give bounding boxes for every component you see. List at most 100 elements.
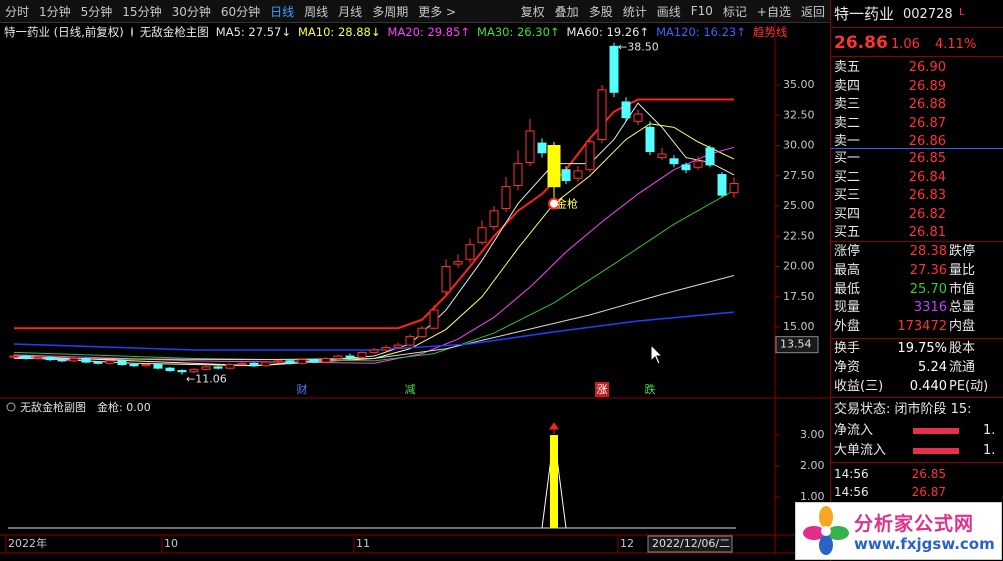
ask-price: 26.89 <box>908 78 946 94</box>
candle-body <box>321 357 331 363</box>
stat-value: 25.70 <box>909 281 947 297</box>
candle-body <box>333 355 343 359</box>
ask-price: 26.87 <box>908 115 946 131</box>
bid-label: 买二 <box>834 169 861 185</box>
logo <box>803 506 849 555</box>
toolbar-button[interactable]: 叠加 <box>554 4 579 19</box>
candle-body <box>249 362 259 367</box>
candle-body <box>189 368 199 373</box>
toolbar-button[interactable]: 分时 <box>5 4 30 19</box>
x-tick-label: 12 <box>620 537 634 550</box>
toolbar-button[interactable]: 统计 <box>622 4 647 19</box>
indicator-icon[interactable] <box>130 27 133 37</box>
ask-label: 卖二 <box>834 115 861 131</box>
trade-time: 14:56 <box>834 467 869 481</box>
ma-legend: MA30: 26.30↑ <box>477 25 560 39</box>
y-tick-label: 30.00 <box>783 139 815 152</box>
flow-bar <box>913 428 959 434</box>
bid-label: 买四 <box>834 206 861 222</box>
toolbar-button[interactable]: 更多 > <box>418 4 457 19</box>
signal-arrow <box>549 422 559 435</box>
stat-label: 最低 <box>834 281 861 297</box>
stat-value: 0.440 <box>909 378 947 394</box>
candle-body <box>141 364 151 367</box>
candle-body <box>441 266 451 293</box>
candle-body <box>21 355 31 359</box>
ma-line <box>13 274 735 361</box>
candle-body <box>33 356 43 359</box>
toolbar-button[interactable]: 多股 <box>588 4 613 19</box>
toolbar-button[interactable]: 复权 <box>520 4 545 19</box>
candle-body <box>153 364 163 369</box>
stat-value: 173472 <box>897 319 947 335</box>
candle-body <box>177 370 187 373</box>
candle-body <box>477 227 487 243</box>
toolbar-button[interactable]: +自选 <box>756 4 791 19</box>
watermark-url: www.fxjgsw.com <box>854 535 995 553</box>
separator <box>831 56 1003 57</box>
trade-price: 26.87 <box>911 484 946 499</box>
candle-body <box>561 169 571 182</box>
toolbar-button[interactable]: 周线 <box>304 4 329 19</box>
sub-title: 无敌金枪副图 <box>20 400 86 414</box>
flow-value: 1. <box>983 423 996 438</box>
stat-label: 总量 <box>949 300 976 316</box>
event-bg <box>403 382 417 397</box>
separator <box>831 27 1003 28</box>
toolbar-button[interactable]: 1分钟 <box>39 4 71 19</box>
toolbar-button[interactable]: 多周期 <box>372 4 409 19</box>
cursor-price-box <box>775 336 819 354</box>
candle-body <box>117 360 127 366</box>
stat-label: 换手 <box>834 341 861 356</box>
bid-label: 买三 <box>834 188 861 203</box>
indicator-name: 无敌金枪主图 <box>139 25 209 39</box>
price-pct: 4.11% <box>935 37 977 52</box>
chart: 无敌金枪副图 金枪: 0.00 15.00 17.50 20.00 22.50 25.0… <box>0 22 830 554</box>
ask-label: 卖四 <box>834 78 861 94</box>
stat-label: 市值 <box>949 281 976 297</box>
event-label: 跌 <box>645 382 656 396</box>
candle-body <box>381 347 391 351</box>
toolbar-button[interactable]: 30分钟 <box>171 4 211 19</box>
ask-price: 26.90 <box>908 60 946 75</box>
sub-indicator-icon[interactable] <box>6 402 16 412</box>
toolbar-button[interactable]: 日线 <box>270 4 295 19</box>
candle-body <box>585 141 595 171</box>
cursor-date: 2022/12/06/二 <box>652 537 730 550</box>
toolbar-button[interactable]: 月线 <box>338 4 363 19</box>
event-bg <box>595 382 609 397</box>
stat-label: 股本 <box>949 341 976 356</box>
ma-line <box>14 98 734 330</box>
candle-body <box>201 366 211 370</box>
toolbar-button[interactable]: 15分钟 <box>122 4 162 19</box>
separator <box>831 338 1003 339</box>
event-label: 减 <box>405 383 416 396</box>
stat-value: 3316 <box>913 300 947 316</box>
flow-label: 净流入 <box>834 423 874 438</box>
quote-panel: 特一药业 002728 L 26.86 1.06 4.11% 卖五 26.90 卖四 26.89 卖… <box>830 0 1003 561</box>
toolbar-button[interactable]: 画线 <box>656 4 681 19</box>
toolbar-button[interactable]: F10 <box>690 4 713 18</box>
toolbar-button[interactable]: 60分钟 <box>220 4 261 19</box>
candle-body <box>261 361 271 367</box>
cursor-price: 13.54 <box>780 338 812 351</box>
ma-line <box>13 311 735 351</box>
price-annotation: ←11.06 <box>186 373 227 386</box>
toolbar-button[interactable]: 返回 <box>800 4 825 19</box>
candle-body <box>693 160 703 168</box>
stat-label: 内盘 <box>949 319 976 335</box>
candle-body <box>465 244 475 260</box>
stat-label: 收益(三) <box>834 378 884 394</box>
candle-body <box>657 153 667 159</box>
flow-value: 1. <box>983 443 996 458</box>
ask-label: 卖一 <box>834 134 861 149</box>
candle-body <box>45 356 55 361</box>
stat-label: 量比 <box>949 262 976 278</box>
watermark-name: 分析家公式网 <box>854 513 975 535</box>
candle-body <box>429 309 439 329</box>
bid-price: 26.81 <box>908 225 946 240</box>
toolbar-button[interactable]: 标记 <box>722 4 747 19</box>
candle-body <box>597 89 607 140</box>
toolbar-button[interactable]: 5分钟 <box>80 4 113 19</box>
y-tick-label: 20.00 <box>783 260 815 273</box>
